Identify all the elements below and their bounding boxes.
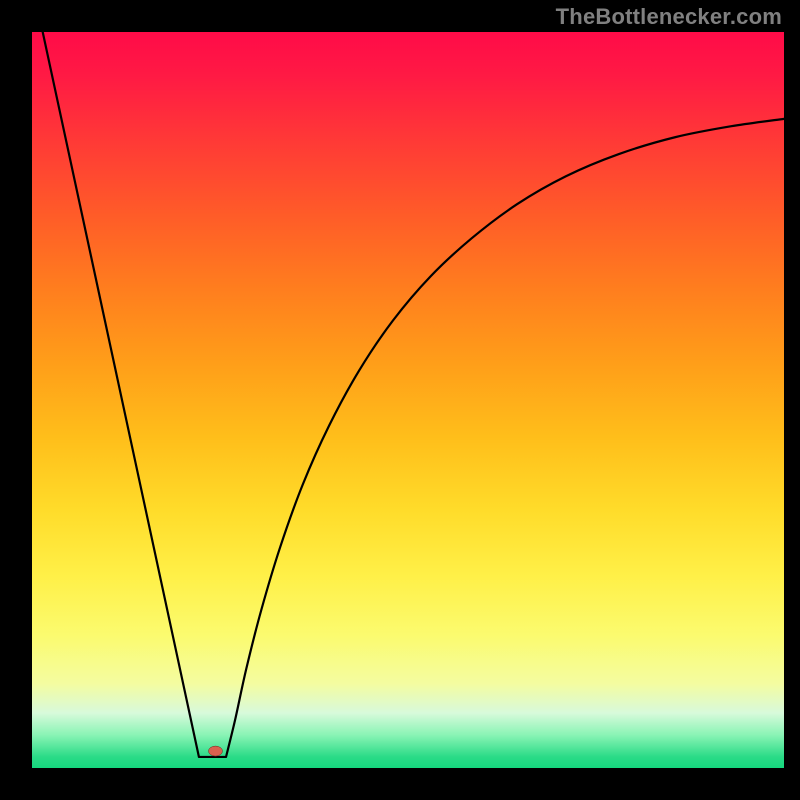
plot-background [32, 32, 784, 768]
chart-stage: TheBottlenecker.com [0, 0, 800, 800]
watermark-text: TheBottlenecker.com [556, 4, 782, 30]
optimal-point-marker [208, 746, 222, 756]
chart-svg [0, 0, 800, 800]
